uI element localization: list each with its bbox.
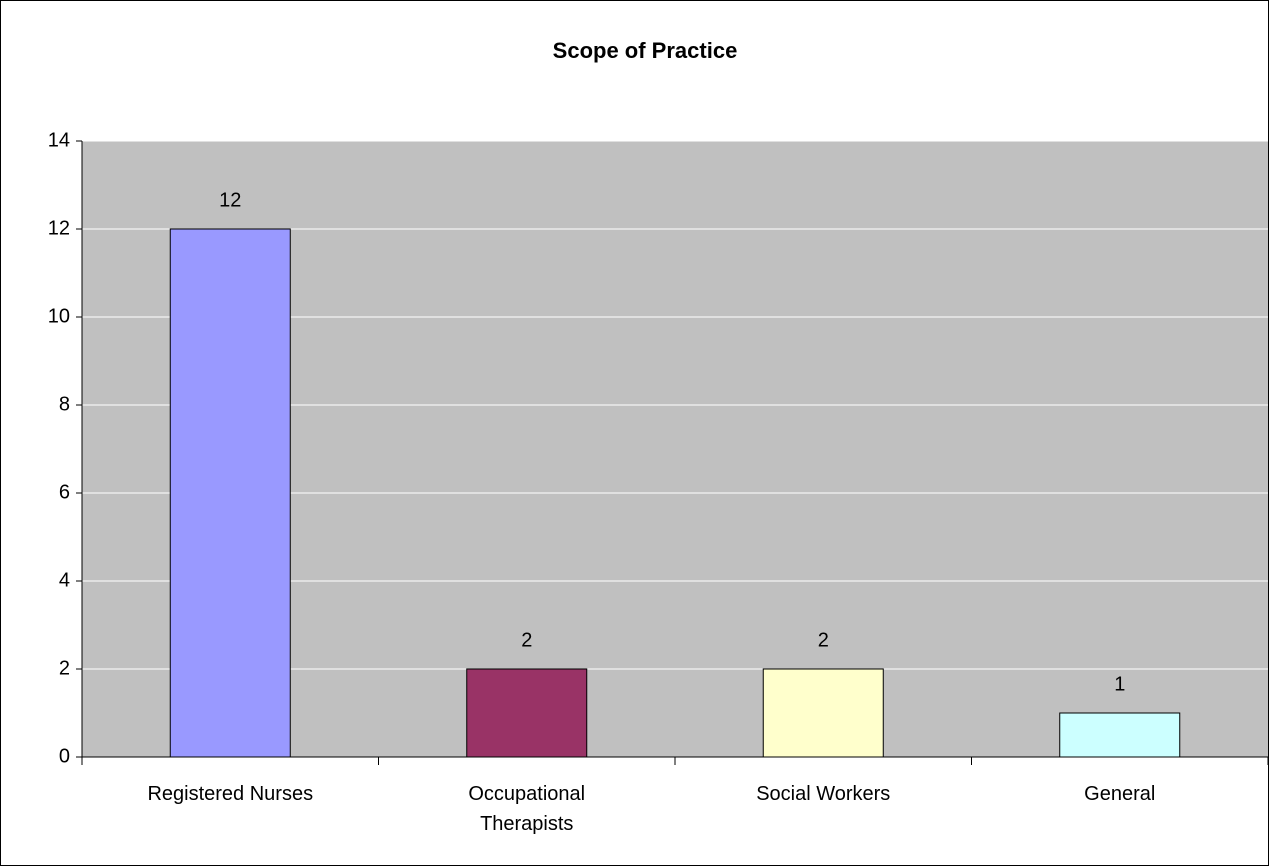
y-tick-label: 6 [59,481,70,503]
chart-title: Scope of Practice [553,38,738,63]
y-tick-label: 2 [59,657,70,679]
y-tick-label: 4 [59,569,70,591]
bar [762,668,884,758]
y-tick-label: 10 [48,305,70,327]
data-label: 12 [219,189,241,211]
bar [466,668,588,758]
y-tick-label: 8 [59,393,70,415]
x-tick-label: Social Workers [756,783,891,805]
data-label: 2 [521,629,532,651]
bar [1059,712,1181,758]
x-tick-label: Occupational Therapists [468,783,586,835]
data-label: 2 [818,629,829,651]
y-tick-label: 12 [48,217,70,239]
y-tick-label: 0 [59,745,70,767]
x-tick-label: General [1084,783,1156,805]
y-tick-label: 14 [48,129,70,151]
x-tick-label: Registered Nurses [147,783,314,805]
data-label: 1 [1114,673,1125,695]
bar [169,228,291,758]
